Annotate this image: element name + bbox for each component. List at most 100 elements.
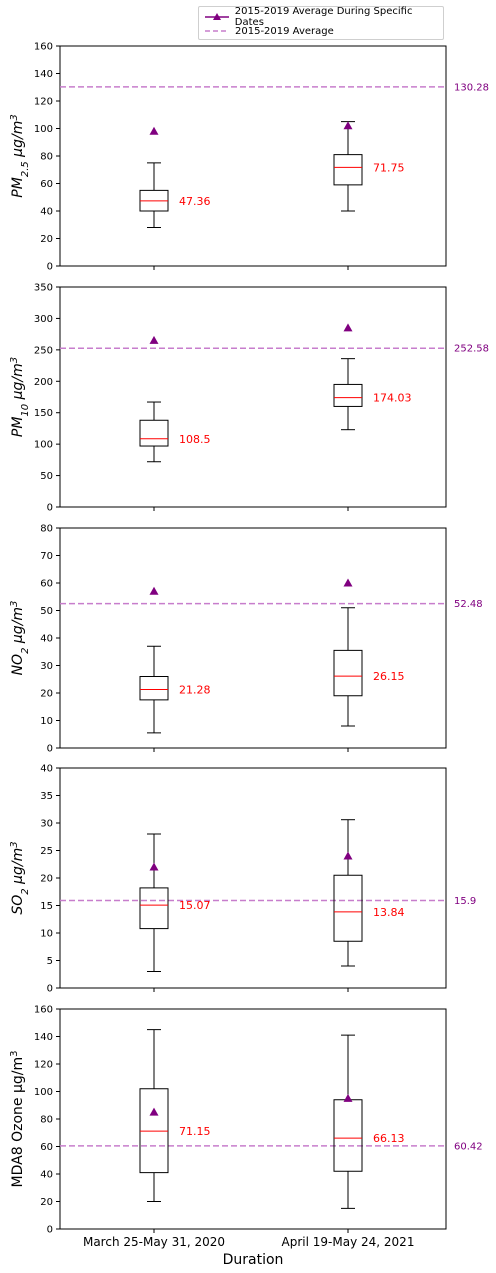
y-tick-label: 10 xyxy=(40,716,53,727)
median-label: 108.5 xyxy=(179,433,211,446)
chart-panel-1: 0 20 40 60 80 100 120 140 160 PM2.5 μg/m3 130.28 47… xyxy=(9,42,490,273)
y-tick-label: 70 xyxy=(40,551,53,562)
y-tick-label: 100 xyxy=(34,1087,53,1098)
median-label: 47.36 xyxy=(179,195,211,208)
legend: 2015-2019 Average During Specific Dates … xyxy=(198,6,444,40)
box-2: 66.13 xyxy=(333,1034,405,1209)
box-iqr xyxy=(139,887,169,930)
median-label: 71.15 xyxy=(179,1125,211,1138)
y-tick-label: 160 xyxy=(34,42,53,53)
box-1: 71.15 xyxy=(139,1029,211,1202)
y-tick-label: 0 xyxy=(47,503,53,514)
y-tick-label: 35 xyxy=(40,791,53,802)
y-tick-label: 0 xyxy=(47,744,53,755)
median-label: 26.15 xyxy=(373,670,405,683)
y-tick-label: 5 xyxy=(47,956,53,967)
chart-panel-2: 0 50 100 150 200 250 300 350 PM10 μg/m3 252.58 108… xyxy=(9,283,490,514)
y-tick-label: 20 xyxy=(40,874,53,885)
y-axis-label: SO2 μg/m3 xyxy=(9,841,31,914)
specific-average-marker xyxy=(343,851,353,860)
median-label: 174.03 xyxy=(373,392,412,405)
specific-average-marker xyxy=(149,862,159,871)
y-axis-label: MDA8 Ozone μg/m3 xyxy=(9,1051,27,1188)
y-tick-label: 15 xyxy=(40,901,53,912)
y-tick-label: 140 xyxy=(34,1032,53,1043)
overall-average-label: 130.28 xyxy=(454,82,489,93)
specific-average-marker xyxy=(149,335,159,344)
specific-average-marker xyxy=(149,1107,159,1116)
axes-frame xyxy=(59,1008,447,1230)
x-tick-label: April 19-May 24, 2021 xyxy=(282,1235,415,1249)
overall-average-label: 52.48 xyxy=(454,599,483,610)
y-tick-label: 250 xyxy=(34,345,53,356)
box-iqr xyxy=(333,874,363,942)
y-tick-label: 80 xyxy=(40,1115,53,1126)
overall-average-label: 60.42 xyxy=(454,1141,483,1152)
specific-average-marker xyxy=(149,126,159,135)
box-2: 71.75 xyxy=(333,121,405,212)
y-tick-label: 20 xyxy=(40,1197,53,1208)
box-iqr xyxy=(333,383,363,407)
axes-frame xyxy=(59,45,447,267)
y-tick-label: 160 xyxy=(34,1005,53,1016)
specific-average-marker xyxy=(149,586,159,595)
axes-frame xyxy=(59,767,447,989)
y-tick-label: 30 xyxy=(40,819,53,830)
y-axis-label: PM10 μg/m3 xyxy=(9,357,31,437)
box-1: 108.5 xyxy=(139,335,211,463)
y-tick-label: 150 xyxy=(34,408,53,419)
specific-average-marker xyxy=(343,121,353,130)
y-tick-label: 40 xyxy=(40,1170,53,1181)
x-axis-label: Duration xyxy=(223,1252,284,1268)
y-tick-label: 40 xyxy=(40,634,53,645)
legend-label-specific: 2015-2019 Average During Specific Dates xyxy=(234,6,413,28)
chart-panel-3: 0 10 20 30 40 50 60 70 80 NO2 μg/m3 52.48 21.28 26.1… xyxy=(9,524,483,755)
y-tick-label: 140 xyxy=(34,69,53,80)
chart-panel-4: 0 5 10 15 20 25 30 35 40 SO2 μg/m3 15.9 15.07 13.84 xyxy=(9,764,477,995)
specific-average-marker xyxy=(343,578,353,587)
box-1: 15.07 xyxy=(139,833,211,972)
y-tick-label: 60 xyxy=(40,179,53,190)
y-tick-label: 60 xyxy=(40,579,53,590)
y-tick-label: 20 xyxy=(40,689,53,700)
box-2: 174.03 xyxy=(333,323,412,431)
median-label: 13.84 xyxy=(373,906,405,919)
y-tick-label: 60 xyxy=(40,1142,53,1153)
y-tick-label: 100 xyxy=(34,124,53,135)
triangle-marker-icon xyxy=(205,13,229,20)
median-label: 15.07 xyxy=(179,899,211,912)
y-axis-label: NO2 μg/m3 xyxy=(9,601,31,676)
x-tick-label: March 25-May 31, 2020 xyxy=(83,1235,225,1249)
dashed-line-icon xyxy=(205,30,229,32)
y-tick-label: 25 xyxy=(40,846,53,857)
y-tick-label: 0 xyxy=(47,1225,53,1236)
box-iqr xyxy=(139,419,169,447)
y-tick-label: 30 xyxy=(40,661,53,672)
specific-average-marker xyxy=(343,1093,353,1102)
axes-frame xyxy=(59,286,447,508)
y-tick-label: 40 xyxy=(40,207,53,218)
y-tick-label: 80 xyxy=(40,524,53,535)
y-tick-label: 300 xyxy=(34,314,53,325)
legend-item-specific: 2015-2019 Average During Specific Dates xyxy=(205,6,443,28)
overall-average-label: 15.9 xyxy=(454,896,476,907)
box-iqr xyxy=(333,649,363,697)
y-tick-label: 50 xyxy=(40,606,53,617)
chart-panel-5: 0 20 40 60 80 100 120 140 160 MDA8 Ozone μg/m3 60.… xyxy=(9,1005,483,1250)
box-iqr xyxy=(333,154,363,186)
box-2: 13.84 xyxy=(333,819,405,967)
legend-item-overall: 2015-2019 Average xyxy=(205,24,334,38)
y-tick-label: 100 xyxy=(34,440,53,451)
y-tick-label: 80 xyxy=(40,152,53,163)
median-label: 71.75 xyxy=(373,161,405,174)
overall-average-label: 252.58 xyxy=(454,344,489,355)
y-tick-label: 120 xyxy=(34,1060,53,1071)
y-tick-label: 0 xyxy=(47,984,53,995)
axes-frame xyxy=(59,527,447,749)
box-1: 47.36 xyxy=(139,126,211,228)
y-tick-label: 10 xyxy=(40,929,53,940)
box-2: 26.15 xyxy=(333,578,405,727)
legend-label-overall: 2015-2019 Average xyxy=(235,25,334,37)
box-iqr xyxy=(139,676,169,701)
